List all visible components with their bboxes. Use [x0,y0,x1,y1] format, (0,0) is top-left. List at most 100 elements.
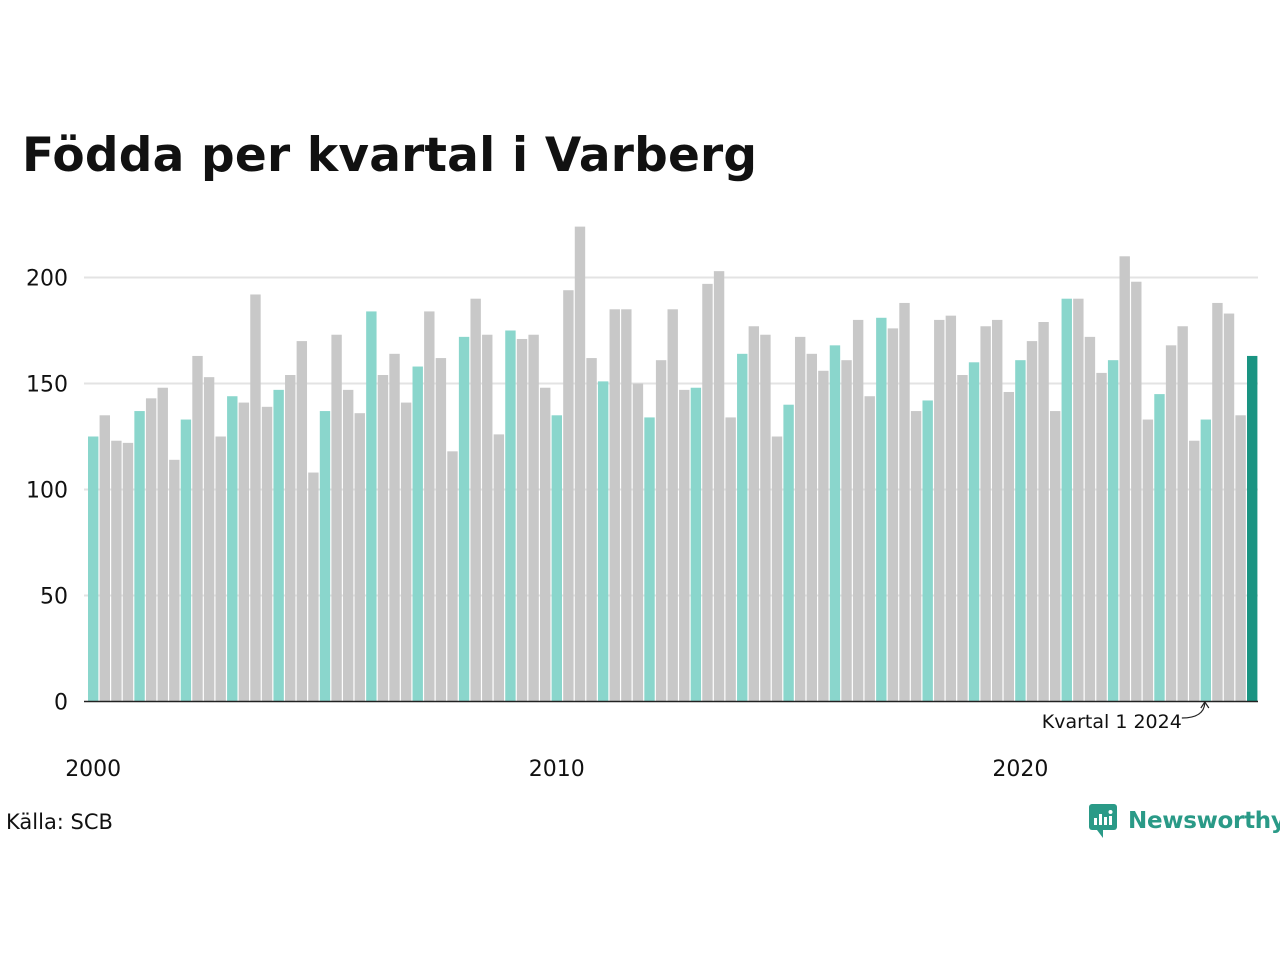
bar [1003,391,1015,702]
bar [876,317,887,702]
bar [458,336,470,702]
bar [1177,326,1188,702]
annotation-arrow [1181,702,1206,719]
bar [88,436,99,702]
bar [748,326,760,702]
bar [655,360,667,702]
bar [505,330,516,702]
bar [1061,298,1072,702]
bar [818,370,829,702]
bar [667,309,678,702]
bar [157,387,168,702]
y-axis-ticks: 0 50 100 150 200 [26,267,68,716]
bar [528,334,539,702]
bar [447,451,458,702]
bar [1154,394,1165,702]
y-tick-label: 200 [26,267,68,292]
bar [597,381,609,702]
bar [203,377,215,702]
bar [122,442,134,702]
bar [713,271,725,702]
bar [482,334,493,702]
bar [737,353,748,702]
bar [841,360,852,702]
bar-chart: 0 50 100 150 200 2000 2010 2020 Kvartal 1 2024 [26,226,1258,782]
bar [679,389,690,702]
bar [493,434,505,702]
bar [308,472,319,702]
newsworthy-logo-icon [1089,804,1117,838]
annotation-arrowhead [1200,700,1210,709]
bar [354,413,365,702]
bar [1119,256,1130,702]
x-tick-label: 2000 [65,757,121,782]
bar [829,345,841,702]
bar [1223,313,1235,702]
bar [111,440,122,702]
bar [783,404,794,702]
bar [1200,419,1212,702]
annotation: Kvartal 1 2024 [1042,700,1210,733]
bar [192,355,203,702]
bar [1235,415,1246,702]
bar [957,375,968,702]
brand-logo[interactable]: Newsworthy [1088,803,1280,839]
bar [1189,440,1200,702]
bar [934,319,945,702]
bar [435,358,447,702]
bar [1142,419,1154,702]
bar [238,402,250,702]
bar [887,328,899,702]
bar [169,459,180,702]
bar [261,406,273,702]
bar [1038,322,1049,702]
y-tick-label: 50 [40,585,68,610]
brand-name: Newsworthy [1128,808,1280,834]
bar [273,389,284,702]
bar [794,336,806,702]
bar [563,290,574,702]
bar [319,411,331,702]
bar [331,334,342,702]
bar [760,334,771,702]
bar [400,402,412,702]
bar [644,417,655,702]
bar [852,319,864,702]
bar [516,338,528,702]
bar [1165,345,1177,702]
bar [992,319,1003,702]
bar [1073,298,1084,702]
bar [1026,341,1038,702]
y-tick-label: 0 [54,691,68,716]
x-tick-label: 2010 [529,757,585,782]
bar [412,366,423,702]
bar [285,375,296,702]
bar [609,309,620,702]
bar [1096,372,1107,702]
bar [806,353,817,702]
source-label: Källa: SCB [6,810,113,834]
bar [702,283,713,702]
bar [366,311,377,702]
y-tick-label: 150 [26,373,68,398]
bar [725,417,736,702]
bar [551,415,562,702]
bar [980,326,991,702]
bar [1247,355,1258,702]
bar [1131,281,1142,702]
bar [389,353,400,702]
bar [377,375,389,702]
bar [342,389,354,702]
bar [134,411,145,702]
chart-title: Födda per kvartal i Varberg [22,128,758,183]
bar [586,358,597,702]
bar [945,315,957,702]
bar [621,309,632,702]
bar [632,383,644,702]
bar [910,411,922,702]
bar [99,415,110,702]
bar [1015,360,1026,702]
bar [1107,360,1119,702]
bar [424,311,435,702]
bar [690,387,702,702]
